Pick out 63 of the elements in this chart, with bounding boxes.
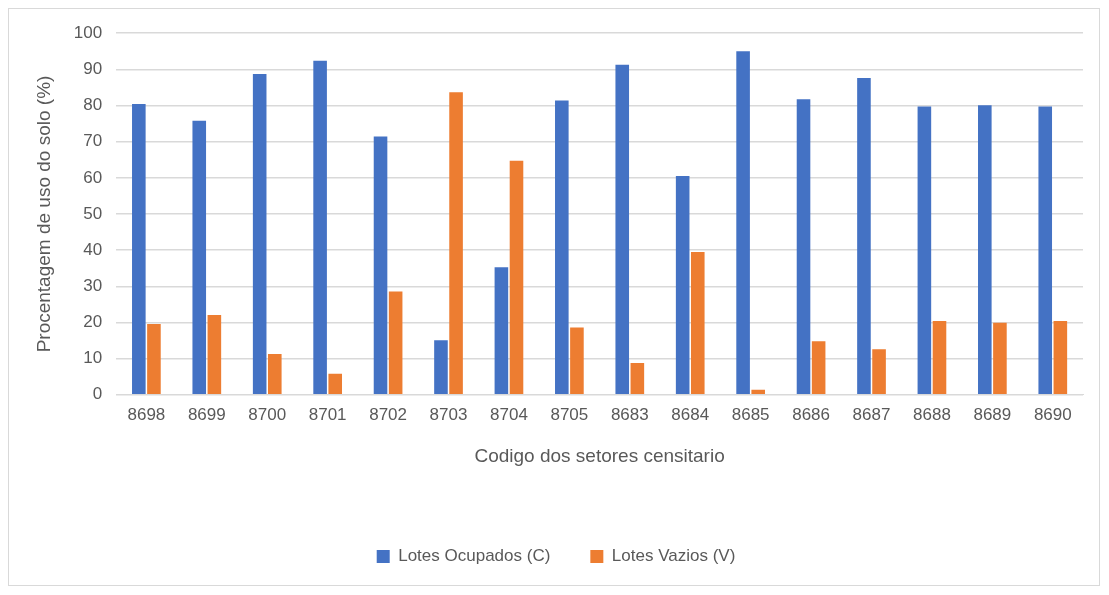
x-tick-label: 8683 [610,404,649,424]
bar [570,327,584,395]
bar [872,349,886,395]
bar [675,176,690,395]
bar [207,314,222,395]
bar [494,267,509,395]
x-tick-label: 8702 [369,404,407,424]
x-tick-label: 8687 [852,404,891,424]
bar [434,340,448,395]
bar [373,136,388,395]
x-tick-label: 8699 [187,404,226,424]
bar [615,64,630,395]
bar [132,104,146,395]
y-tick-label: 60 [83,167,103,187]
bar [328,373,343,395]
bar [751,389,765,395]
bar [509,160,524,395]
x-tick-label: 8688 [913,404,951,424]
x-tick-label: 8704 [490,404,528,424]
x-tick-label: 8690 [1033,404,1072,424]
bar [252,74,267,395]
x-tick-label: 8689 [973,404,1012,424]
y-tick-label: 100 [73,22,103,42]
bar [313,60,327,395]
bar [1038,106,1053,395]
bar [993,322,1007,395]
x-tick-label: 8684 [671,404,710,424]
legend-label: Lotes Ocupados (C) [398,546,551,566]
y-tick-label: 0 [92,384,103,404]
bar [857,78,871,395]
y-tick-label: 30 [83,276,103,296]
bar [555,100,569,395]
y-tick-label: 50 [83,203,103,223]
x-tick-label: 8703 [429,404,468,424]
bar [147,323,161,395]
bar [917,106,932,395]
bar [449,92,463,395]
y-tick-label: 90 [83,59,103,79]
x-tick-label: 8698 [127,404,166,424]
x-tick-label: 8701 [308,404,347,424]
y-tick-label: 40 [83,239,103,259]
legend-label: Lotes Vazios (V) [611,546,736,566]
bar [267,353,282,395]
bar [630,362,645,395]
bar [192,120,207,395]
y-tick-label: 70 [83,131,103,151]
x-tick-label: 8700 [248,404,287,424]
bar [388,291,403,395]
bar [978,105,992,395]
bar [796,99,811,395]
x-tick-label: 8705 [550,404,589,424]
y-tick-label: 20 [83,312,103,332]
y-axis-title: Procentagem de uso do solo (%) [32,75,54,353]
bar [932,321,947,395]
y-tick-label: 10 [83,348,103,368]
bar [736,51,750,395]
x-axis-title: Codigo dos setores censitario [474,444,725,466]
x-tick-label: 8685 [731,404,770,424]
x-tick-label: 8686 [792,404,830,424]
bar [811,341,826,395]
bar [1053,321,1068,395]
y-tick-label: 80 [83,95,103,115]
bar [690,251,705,395]
